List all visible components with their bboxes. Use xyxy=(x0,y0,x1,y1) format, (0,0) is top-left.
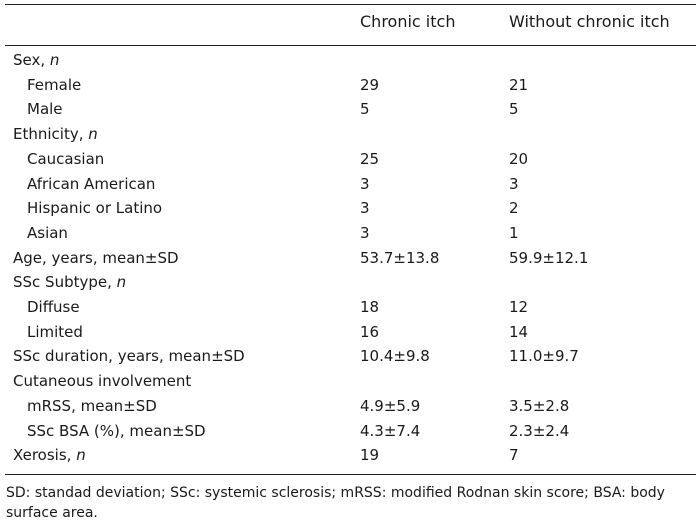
row-label-text: African American xyxy=(27,174,156,193)
cell-chronic-itch xyxy=(360,369,509,394)
row-label-text: Sex, xyxy=(13,51,50,69)
cell-without-chronic-itch: 3 xyxy=(509,174,519,193)
characteristics-table: Sex, n Female 29 21 Male 5 5 Ethnicity, n Caucas… xyxy=(0,48,700,468)
table-row: SSc BSA (%), mean±SD 4.3±7.4 2.3±2.4 xyxy=(0,419,700,444)
table-row: Limited 16 14 xyxy=(0,320,700,345)
row-label: Diffuse xyxy=(0,295,360,320)
table-row: Female 29 21 xyxy=(0,73,700,98)
row-label: Ethnicity, n xyxy=(0,122,360,147)
table-row: Ethnicity, n xyxy=(0,122,700,147)
cell-without-chronic-itch: 5 xyxy=(509,100,519,119)
cell-without-chronic-itch: 2.3±2.4 xyxy=(509,421,570,440)
row-label: mRSS, mean±SD xyxy=(0,394,360,419)
row-label: Asian xyxy=(0,221,360,246)
cell-chronic-itch: 3 xyxy=(360,174,370,193)
table-row: Age, years, mean±SD 53.7±13.8 59.9±12.1 xyxy=(0,246,700,271)
table-row: Hispanic or Latino 3 2 xyxy=(0,196,700,221)
cell-without-chronic-itch xyxy=(509,122,700,147)
cell-without-chronic-itch: 12 xyxy=(509,298,529,317)
row-label: Age, years, mean±SD xyxy=(0,246,360,271)
row-label: Caucasian xyxy=(0,147,360,172)
row-label-unit: n xyxy=(116,273,127,292)
row-label-unit: n xyxy=(88,125,98,144)
cell-chronic-itch: 29 xyxy=(360,75,380,94)
row-label-text: Asian xyxy=(27,223,68,242)
table-row: Asian 3 1 xyxy=(0,221,700,246)
row-label: Female xyxy=(0,73,360,98)
row-label-text: Diffuse xyxy=(27,298,80,317)
row-label: SSc duration, years, mean±SD xyxy=(0,344,360,369)
row-label-text: Cutaneous involvement xyxy=(13,372,192,391)
row-label: Hispanic or Latino xyxy=(0,196,360,221)
row-label-text: SSc duration, years, mean±SD xyxy=(13,347,245,366)
row-label-text: Limited xyxy=(27,322,83,341)
table-row: African American 3 3 xyxy=(0,172,700,197)
cell-chronic-itch: 3 xyxy=(360,223,370,242)
row-label: Limited xyxy=(0,320,360,345)
table-row: Cutaneous involvement xyxy=(0,369,700,394)
cell-without-chronic-itch: 3.5±2.8 xyxy=(509,396,570,415)
cell-without-chronic-itch: 7 xyxy=(509,446,519,465)
table-footnote: SD: standad deviation; SSc: systemic scl… xyxy=(6,485,665,521)
table-row: Male 5 5 xyxy=(0,97,700,122)
row-label-text: Age, years, mean±SD xyxy=(13,248,179,267)
row-label-text: Female xyxy=(27,75,82,94)
row-label-text: Male xyxy=(27,100,63,119)
cell-chronic-itch xyxy=(360,48,509,73)
cell-chronic-itch: 53.7±13.8 xyxy=(360,248,440,267)
table-row: mRSS, mean±SD 4.9±5.9 3.5±2.8 xyxy=(0,394,700,419)
cell-without-chronic-itch xyxy=(509,270,700,295)
cell-without-chronic-itch: 20 xyxy=(509,149,529,168)
header-divider-rule xyxy=(5,45,696,46)
table-row: Xerosis, n 19 7 xyxy=(0,443,700,468)
cell-without-chronic-itch: 1 xyxy=(509,223,519,242)
table-row: SSc duration, years, mean±SD 10.4±9.8 11.0… xyxy=(0,344,700,369)
row-label: African American xyxy=(0,172,360,197)
row-label: Sex, n xyxy=(0,48,360,73)
table-row: Caucasian 25 20 xyxy=(0,147,700,172)
column-header-chronic-itch: Chronic itch xyxy=(360,12,456,31)
cell-chronic-itch xyxy=(360,270,509,295)
table-row: SSc Subtype, n xyxy=(0,270,700,295)
cell-without-chronic-itch: 11.0±9.7 xyxy=(509,347,579,366)
column-header-without-chronic-itch: Without chronic itch xyxy=(509,12,670,31)
row-label-text: SSc BSA (%), mean±SD xyxy=(27,421,206,440)
cell-chronic-itch: 16 xyxy=(360,322,380,341)
cell-chronic-itch: 4.9±5.9 xyxy=(360,396,421,415)
table-row: Diffuse 18 12 xyxy=(0,295,700,320)
cell-without-chronic-itch xyxy=(509,369,700,394)
cell-chronic-itch: 4.3±7.4 xyxy=(360,421,421,440)
row-label-unit: n xyxy=(49,51,60,69)
cell-without-chronic-itch: 2 xyxy=(509,199,519,218)
row-label-text: mRSS, mean±SD xyxy=(27,396,157,415)
table-top-rule xyxy=(5,4,696,5)
cell-without-chronic-itch: 59.9±12.1 xyxy=(509,248,589,267)
cell-without-chronic-itch xyxy=(509,48,700,73)
row-label-text: Caucasian xyxy=(27,149,105,168)
cell-chronic-itch: 19 xyxy=(360,446,380,465)
row-label: Xerosis, n xyxy=(0,443,360,468)
cell-chronic-itch: 10.4±9.8 xyxy=(360,347,430,366)
cell-chronic-itch: 25 xyxy=(360,149,380,168)
cell-without-chronic-itch: 21 xyxy=(509,75,529,94)
cell-without-chronic-itch: 14 xyxy=(509,322,529,341)
row-label: SSc Subtype, n xyxy=(0,270,360,295)
table-body: Sex, n Female 29 21 Male 5 5 Ethnicity, n Caucas… xyxy=(0,48,700,468)
table-row: Sex, n xyxy=(0,48,700,73)
row-label: Male xyxy=(0,97,360,122)
row-label-text: Hispanic or Latino xyxy=(27,199,163,218)
cell-chronic-itch xyxy=(360,122,509,147)
row-label: SSc BSA (%), mean±SD xyxy=(0,419,360,444)
row-label: Cutaneous involvement xyxy=(0,369,360,394)
cell-chronic-itch: 18 xyxy=(360,298,380,317)
row-label-text: Xerosis, xyxy=(13,446,77,465)
row-label-text: Ethnicity, xyxy=(13,125,89,144)
table-bottom-rule xyxy=(5,474,696,475)
row-label-unit: n xyxy=(76,446,86,465)
row-label-text: SSc Subtype, xyxy=(13,273,117,292)
cell-chronic-itch: 3 xyxy=(360,199,370,218)
cell-chronic-itch: 5 xyxy=(360,100,370,119)
